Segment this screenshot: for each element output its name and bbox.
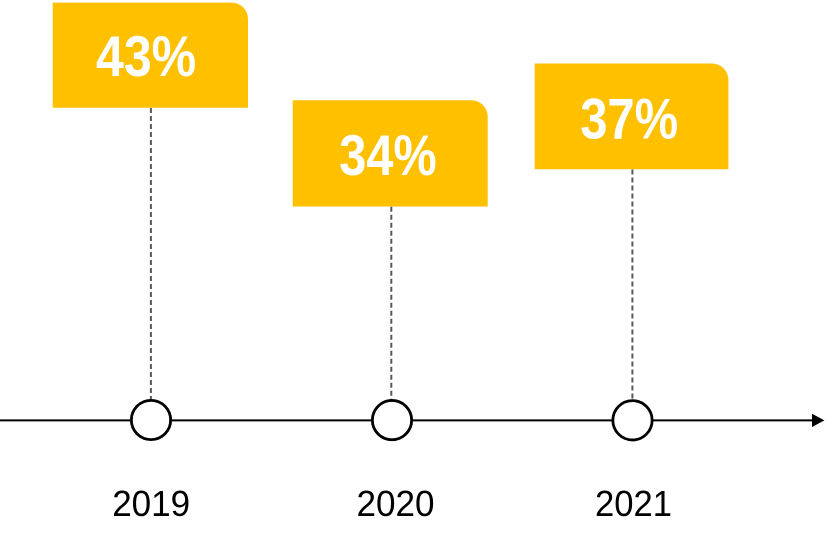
svg-text:2020: 2020 (357, 483, 435, 524)
svg-text:2019: 2019 (112, 483, 190, 524)
svg-text:2021: 2021 (595, 483, 672, 524)
svg-text:37%: 37% (580, 87, 678, 151)
svg-text:34%: 34% (339, 124, 437, 188)
svg-text:43%: 43% (96, 25, 196, 89)
